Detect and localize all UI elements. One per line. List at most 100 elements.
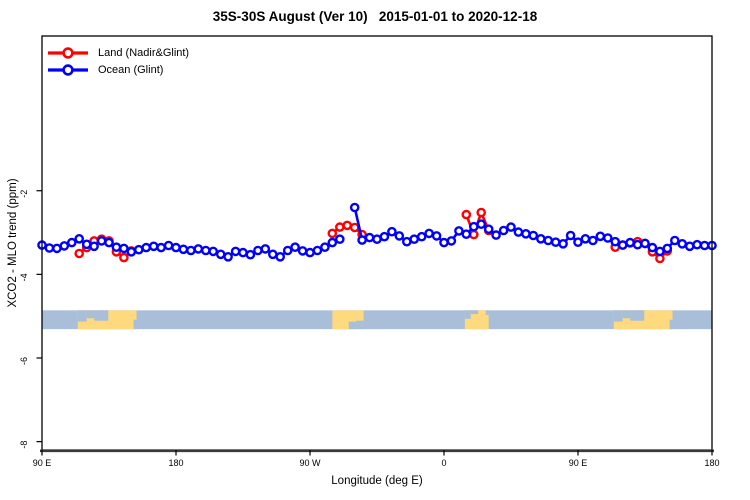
legend-item-label: Land (Nadir&Glint) [98,46,190,59]
data-point-land [461,209,472,220]
map-strip-ocean-patch [470,310,479,315]
y-tick-label: -4 [19,273,29,281]
data-point-ocean [312,245,323,256]
data-point-land [334,222,345,232]
data-point-ocean [439,237,449,248]
data-point-ocean [364,232,375,243]
data-point-ocean [543,235,554,246]
data-point-ocean [357,235,367,245]
x-tick-label: 180 [168,458,183,468]
legend-item-ocean: Ocean (Glint) [46,61,189,78]
data-point-ocean [617,240,628,250]
data-point-ocean [454,226,464,236]
map-strip-ocean-patch [485,310,489,316]
data-point-ocean [67,237,77,248]
data-point-ocean [156,242,166,253]
data-point-ocean [349,202,360,213]
y-tick-label: -6 [19,357,29,365]
data-point-ocean [96,236,107,246]
data-point-ocean [692,239,702,250]
map-strip-ocean-patch [669,319,673,330]
map-strip-ocean-patch [133,319,137,330]
data-point-ocean [111,242,122,252]
data-point-ocean [282,245,293,256]
legend-ocean-marker-icon [48,63,88,76]
data-point-ocean [513,227,524,237]
x-axis-title: Longitude (deg E) [331,475,423,487]
chart-title: 35S-30S August (Ver 10) 2015-01-01 to 20… [212,9,538,24]
data-point-ocean [468,221,479,232]
data-point-ocean [81,239,92,250]
map-strip-ocean-patch [356,320,364,330]
data-point-ocean [401,236,412,247]
data-point-ocean [387,226,397,237]
x-tick-label: 90 E [33,458,52,468]
legend: Land (Nadir&Glint) Ocean (Glint) [46,44,189,78]
data-point-ocean [394,231,405,241]
data-point-ocean [334,234,345,244]
data-point-ocean [89,241,99,252]
map-strip-ocean-patch [622,310,631,319]
map-strip-land [356,310,364,330]
data-point-ocean [565,230,576,241]
data-point-ocean [483,224,494,234]
data-point-ocean [238,247,248,258]
legend-item-land: Land (Nadir&Glint) [46,44,189,61]
map-strip-ocean-patch [348,321,357,330]
data-point-ocean [670,235,680,246]
data-point-ocean [684,241,695,252]
data-point-land [327,228,338,239]
data-point-ocean [506,222,516,232]
data-point-ocean [320,242,330,252]
map-strip-ocean-patch [94,310,109,321]
map-strip-ocean-patch [613,310,623,322]
data-point-ocean [372,234,382,244]
legend-item-label: Ocean (Glint) [98,63,164,76]
data-point-ocean [200,245,211,256]
data-point-ocean [297,246,308,256]
data-point-ocean [290,242,300,252]
map-strip-ocean-patch [86,310,95,319]
data-point-land [468,229,479,240]
data-point-ocean [119,243,129,254]
data-point-ocean [171,242,181,253]
data-point-ocean [193,244,204,254]
data-point-ocean [260,244,271,254]
data-point-ocean [44,243,55,253]
data-point-ocean [230,246,241,257]
y-tick-label: -2 [19,190,29,198]
data-point-ocean [699,240,710,251]
data-point-ocean [625,237,635,248]
data-point-ocean [498,225,509,236]
data-point-ocean [253,245,263,256]
map-strip-ocean-patch [77,310,87,322]
map-strip-ocean-patch [464,310,471,319]
y-tick-label: -8 [19,441,29,449]
legend-land-marker-icon [48,46,88,59]
data-point-ocean [558,238,568,249]
x-tick-label: 90 E [569,458,588,468]
x-tick-label: 0 [441,458,446,468]
data-point-ocean [461,229,472,239]
data-point-land [342,220,353,231]
data-point-ocean [550,237,561,247]
data-point-ocean [573,237,583,247]
data-point-land [74,248,84,259]
data-point-land [476,207,487,218]
x-tick-label: 90 W [299,458,321,468]
data-point-ocean [655,246,665,257]
data-point-ocean [215,249,226,260]
data-point-ocean [245,249,256,260]
data-point-ocean [275,251,286,262]
data-point-ocean [640,238,650,249]
data-point-ocean [446,236,457,246]
data-point-land [349,222,360,233]
data-point-ocean [59,241,70,251]
data-point-ocean [580,233,591,244]
data-point-ocean [148,241,159,252]
data-point-ocean [104,237,114,248]
data-point-ocean [379,231,390,242]
data-point-ocean [327,237,338,248]
data-point-ocean [409,234,420,244]
